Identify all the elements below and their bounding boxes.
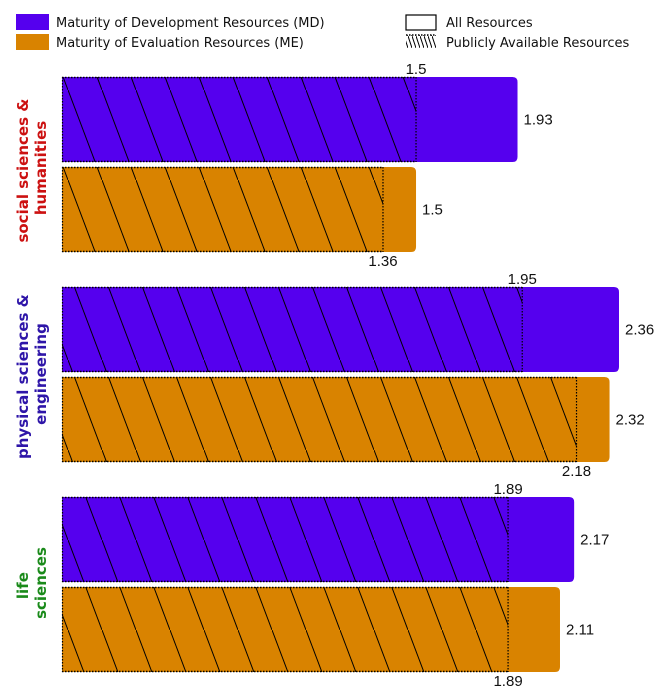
group-label-physical-sciences-line1: physical sciences &: [14, 294, 32, 459]
value-label-me-life: 2.11: [566, 622, 594, 639]
legend-label-me: Maturity of Evaluation Resources (ME): [56, 36, 304, 51]
public-value-label-md-physical: 1.95: [508, 271, 537, 288]
group-label-social-sciences-line2: humanities: [32, 121, 50, 215]
bar-public-md-social: [62, 77, 417, 162]
group-label-social-sciences: social sciences & humanities: [14, 93, 50, 242]
legend-swatch-me: [16, 34, 49, 50]
value-label-md-social: 1.93: [524, 112, 553, 129]
group-label-physical-sciences: physical sciences & engineering: [14, 289, 50, 459]
public-value-label-md-life: 1.89: [493, 481, 522, 498]
legend-label-all-resources: All Resources: [446, 16, 533, 31]
value-label-me-social: 1.5: [422, 202, 443, 219]
public-value-label-me-life: 1.89: [493, 673, 522, 690]
value-label-md-life: 2.17: [580, 532, 609, 549]
bar-public-me-life: [62, 587, 509, 672]
value-label-md-physical: 2.36: [625, 322, 654, 339]
bar-public-me-social: [62, 167, 383, 252]
bars: 1.93 1.5 1.5 1.36 2.36 1.95 2.32 2.18 2.17 1.89 2.…: [61, 61, 654, 690]
public-value-label-me-social: 1.36: [368, 253, 397, 270]
bar-public-me-physical: [62, 377, 577, 462]
bar-public-md-life: [62, 497, 509, 582]
legend-swatch-public-resources: [406, 35, 436, 48]
bar-public-md-physical: [62, 287, 523, 372]
legend-swatch-all-resources: [405, 14, 437, 31]
public-value-label-md-social: 1.5: [406, 61, 427, 78]
value-label-me-physical: 2.32: [616, 412, 645, 429]
legend-swatch-md: [16, 14, 49, 30]
group-label-life-sciences-line1: life: [14, 572, 32, 599]
group-label-social-sciences-line1: social sciences &: [14, 99, 32, 243]
legend-label-public-resources: Publicly Available Resources: [446, 36, 630, 51]
group-label-life-sciences: life sciences: [14, 547, 50, 619]
group-label-physical-sciences-line2: engineering: [32, 323, 50, 425]
group-label-life-sciences-line2: sciences: [32, 547, 50, 619]
legend: Maturity of Development Resources (MD) M…: [16, 14, 630, 51]
public-value-label-me-physical: 2.18: [562, 463, 591, 480]
legend-label-md: Maturity of Development Resources (MD): [56, 16, 325, 31]
